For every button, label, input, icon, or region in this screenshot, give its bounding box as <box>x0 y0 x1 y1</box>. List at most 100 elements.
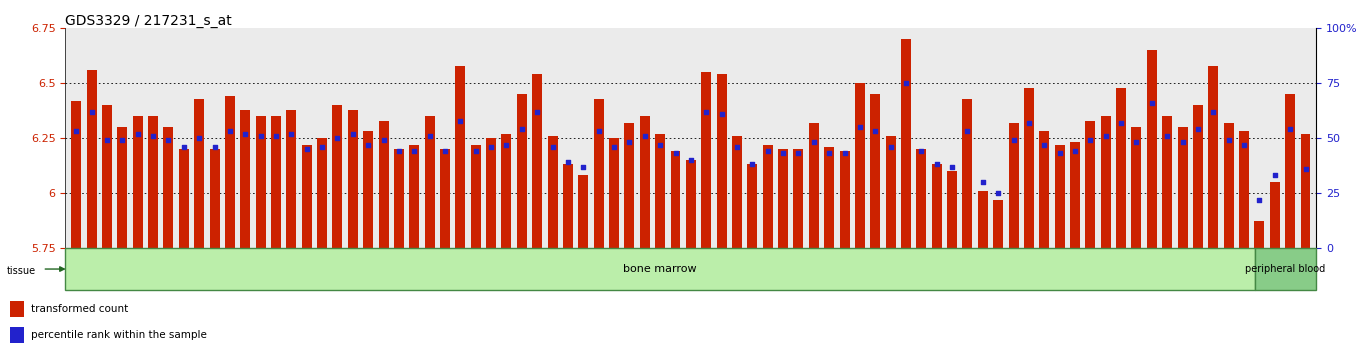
Bar <box>978 191 988 248</box>
Point <box>387 148 409 154</box>
Point <box>1018 120 1039 126</box>
Point <box>80 109 102 115</box>
Bar <box>686 160 696 248</box>
Point <box>1079 137 1101 143</box>
Point <box>557 159 578 165</box>
Point <box>742 161 764 167</box>
Bar <box>86 70 97 248</box>
Point <box>372 137 394 143</box>
Bar <box>563 164 573 248</box>
Bar <box>333 105 342 248</box>
Point <box>926 161 948 167</box>
Bar <box>870 94 880 248</box>
Text: transformed count: transformed count <box>31 304 128 314</box>
Point <box>1233 142 1255 148</box>
Bar <box>593 98 604 248</box>
Point <box>664 150 686 156</box>
Point <box>112 137 134 143</box>
Bar <box>102 105 112 248</box>
Point <box>65 129 87 134</box>
Bar <box>993 200 1003 248</box>
Bar <box>11 301 25 317</box>
Bar <box>1255 248 1316 290</box>
Point <box>726 144 747 150</box>
Point <box>296 146 318 152</box>
Point <box>311 144 333 150</box>
Point <box>1218 137 1240 143</box>
Bar <box>671 151 681 248</box>
Point <box>679 157 701 163</box>
Point <box>696 109 717 115</box>
Bar <box>255 116 266 248</box>
Point <box>480 144 502 150</box>
Point <box>833 150 855 156</box>
Bar <box>1024 87 1034 248</box>
Bar <box>1224 123 1233 248</box>
Point <box>895 80 917 86</box>
Point <box>634 133 656 139</box>
Point <box>588 129 610 134</box>
Bar <box>655 134 666 248</box>
Point <box>848 124 870 130</box>
Point <box>157 137 179 143</box>
Point <box>1203 109 1225 115</box>
Point <box>603 144 625 150</box>
Point <box>465 148 487 154</box>
Bar <box>578 175 588 248</box>
Point <box>1140 100 1162 106</box>
Bar <box>225 96 235 248</box>
Point <box>220 129 241 134</box>
Bar <box>963 98 973 248</box>
Bar <box>1069 142 1080 248</box>
Text: bone marrow: bone marrow <box>623 264 697 274</box>
Point <box>95 137 117 143</box>
Text: tissue: tissue <box>7 266 35 276</box>
Bar <box>1239 131 1249 248</box>
Point <box>281 131 303 137</box>
Bar <box>471 145 480 248</box>
Bar <box>179 149 188 248</box>
Bar <box>1116 87 1127 248</box>
Bar <box>1086 120 1095 248</box>
Bar <box>271 116 281 248</box>
Bar <box>301 145 312 248</box>
Point <box>342 131 364 137</box>
Bar <box>194 98 205 248</box>
Bar <box>363 131 374 248</box>
Point <box>1003 137 1024 143</box>
Point <box>772 150 794 156</box>
Point <box>1110 120 1132 126</box>
Point <box>573 164 595 170</box>
Bar <box>824 147 835 248</box>
Bar <box>164 127 173 248</box>
Point <box>527 109 548 115</box>
Bar <box>610 138 619 248</box>
Point <box>787 150 809 156</box>
Bar <box>240 109 250 248</box>
Point <box>1157 133 1178 139</box>
Bar <box>762 145 772 248</box>
Bar <box>456 65 465 248</box>
Bar <box>132 116 143 248</box>
Bar <box>1177 127 1188 248</box>
Bar <box>210 149 220 248</box>
Bar <box>379 120 389 248</box>
Bar <box>1285 94 1296 248</box>
Point <box>1125 139 1147 145</box>
Point <box>127 131 149 137</box>
Point <box>326 135 348 141</box>
Point <box>404 148 426 154</box>
Bar <box>71 101 82 248</box>
Point <box>1294 166 1316 172</box>
Point <box>956 129 978 134</box>
Point <box>1264 172 1286 178</box>
Point <box>865 129 887 134</box>
Point <box>1248 197 1270 202</box>
Point <box>649 142 671 148</box>
Point <box>235 131 256 137</box>
Bar <box>1039 131 1049 248</box>
Bar <box>517 94 527 248</box>
Bar <box>1147 50 1157 248</box>
Bar <box>701 72 711 248</box>
Point <box>757 148 779 154</box>
